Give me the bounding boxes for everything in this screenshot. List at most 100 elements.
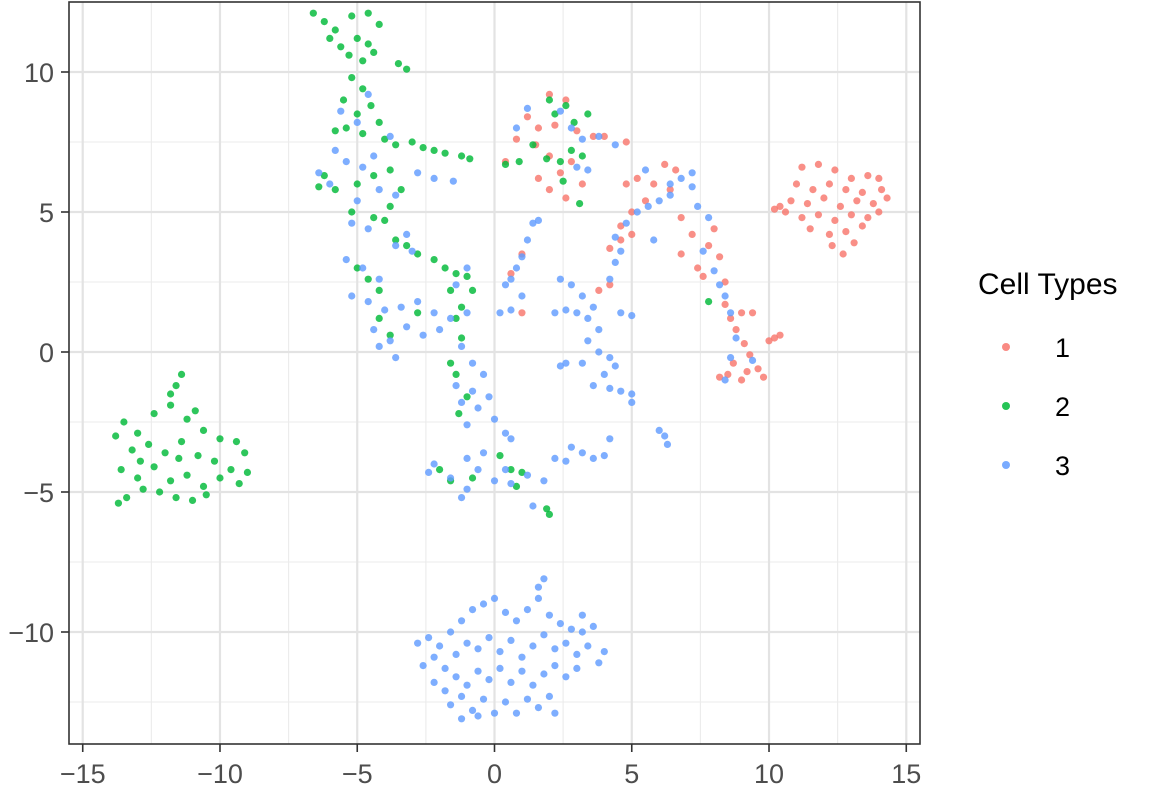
data-point-type-2: [166, 390, 175, 398]
data-point-type-1: [589, 132, 597, 140]
data-point-type-2: [408, 138, 416, 146]
data-point-type-3: [529, 681, 537, 689]
data-point-type-2: [339, 96, 348, 104]
data-point-type-2: [348, 74, 356, 82]
data-point-type-1: [737, 376, 746, 384]
data-point-type-3: [523, 471, 532, 479]
data-point-type-1: [573, 127, 581, 135]
data-point-type-3: [441, 687, 449, 695]
data-point-type-3: [463, 485, 471, 493]
data-point-type-2: [457, 152, 466, 160]
data-point-type-1: [710, 225, 718, 233]
data-point-type-2: [370, 172, 378, 180]
data-point-type-3: [496, 648, 504, 656]
data-point-type-2: [430, 256, 438, 264]
data-point-type-1: [666, 186, 674, 194]
data-point-type-3: [474, 645, 482, 653]
data-point-type-2: [199, 426, 208, 434]
data-point-type-3: [490, 477, 499, 485]
data-point-type-3: [490, 709, 499, 717]
data-point-type-2: [315, 183, 323, 191]
data-point-type-2: [172, 382, 180, 390]
data-point-type-1: [606, 281, 614, 289]
data-point-type-2: [570, 118, 578, 126]
data-point-type-2: [199, 482, 208, 490]
data-point-type-2: [545, 96, 554, 104]
data-point-type-2: [381, 216, 389, 224]
data-point-type-3: [474, 712, 482, 720]
data-point-type-3: [518, 292, 526, 300]
data-point-type-3: [430, 309, 438, 317]
data-point-type-2: [529, 141, 537, 149]
data-point-type-2: [496, 452, 504, 460]
legend-key-3: [1002, 461, 1010, 469]
data-point-type-1: [628, 230, 636, 238]
data-point-type-3: [457, 692, 466, 701]
data-point-type-2: [331, 186, 339, 194]
data-point-type-3: [474, 404, 482, 412]
data-point-type-3: [716, 281, 724, 289]
data-point-type-1: [523, 113, 532, 121]
data-point-type-2: [375, 286, 383, 294]
data-point-type-2: [466, 155, 474, 163]
data-point-type-3: [534, 583, 543, 591]
data-point-type-2: [114, 499, 123, 507]
data-point-type-1: [677, 214, 685, 222]
data-point-type-2: [543, 155, 551, 163]
data-point-type-3: [540, 477, 548, 485]
data-point-type-3: [622, 219, 630, 227]
data-point-type-2: [512, 482, 521, 490]
data-point-type-2: [430, 146, 438, 154]
data-point-type-3: [661, 432, 669, 440]
data-point-type-3: [628, 312, 636, 320]
data-point-type-2: [150, 463, 158, 471]
data-point-type-1: [641, 197, 650, 205]
data-point-type-2: [381, 135, 389, 143]
data-point-type-3: [370, 152, 378, 160]
data-point-type-1: [883, 194, 891, 202]
data-point-type-3: [726, 309, 735, 317]
data-point-type-1: [562, 96, 570, 104]
data-point-type-3: [468, 387, 477, 395]
data-point-type-3: [507, 636, 515, 645]
data-point-type-3: [529, 642, 537, 650]
data-point-type-2: [359, 130, 367, 138]
data-point-type-3: [523, 236, 532, 244]
data-point-type-1: [545, 186, 554, 194]
data-point-type-1: [628, 208, 636, 216]
data-point-type-2: [191, 407, 199, 415]
data-point-type-3: [449, 177, 457, 185]
data-point-type-3: [452, 281, 460, 289]
data-point-type-2: [123, 494, 131, 502]
data-point-type-3: [611, 362, 619, 370]
data-point-type-2: [446, 286, 455, 294]
data-point-type-3: [342, 158, 350, 166]
data-point-type-3: [595, 326, 603, 334]
data-point-type-1: [694, 264, 702, 272]
data-point-type-2: [348, 12, 356, 20]
data-point-type-3: [474, 667, 482, 675]
data-point-type-3: [457, 715, 466, 723]
data-point-type-2: [403, 242, 411, 250]
data-point-type-3: [512, 709, 521, 717]
data-point-type-2: [210, 457, 219, 465]
data-point-type-2: [177, 438, 186, 446]
data-point-type-3: [446, 701, 455, 709]
data-point-type-3: [479, 695, 488, 703]
data-point-type-3: [468, 606, 477, 614]
data-point-type-1: [781, 208, 790, 216]
data-point-type-1: [864, 172, 872, 180]
data-point-type-3: [578, 611, 586, 619]
data-point-type-2: [705, 298, 713, 306]
data-point-type-3: [496, 664, 504, 673]
data-point-type-3: [331, 146, 339, 154]
data-point-type-2: [241, 449, 249, 457]
data-point-type-1: [806, 225, 814, 233]
data-point-type-1: [770, 334, 779, 342]
legend-label-3: 3: [1055, 451, 1070, 481]
data-point-type-2: [367, 102, 375, 110]
data-point-type-3: [584, 642, 592, 650]
data-point-type-3: [392, 191, 400, 199]
data-point-type-2: [392, 236, 400, 244]
data-point-type-3: [540, 631, 548, 639]
